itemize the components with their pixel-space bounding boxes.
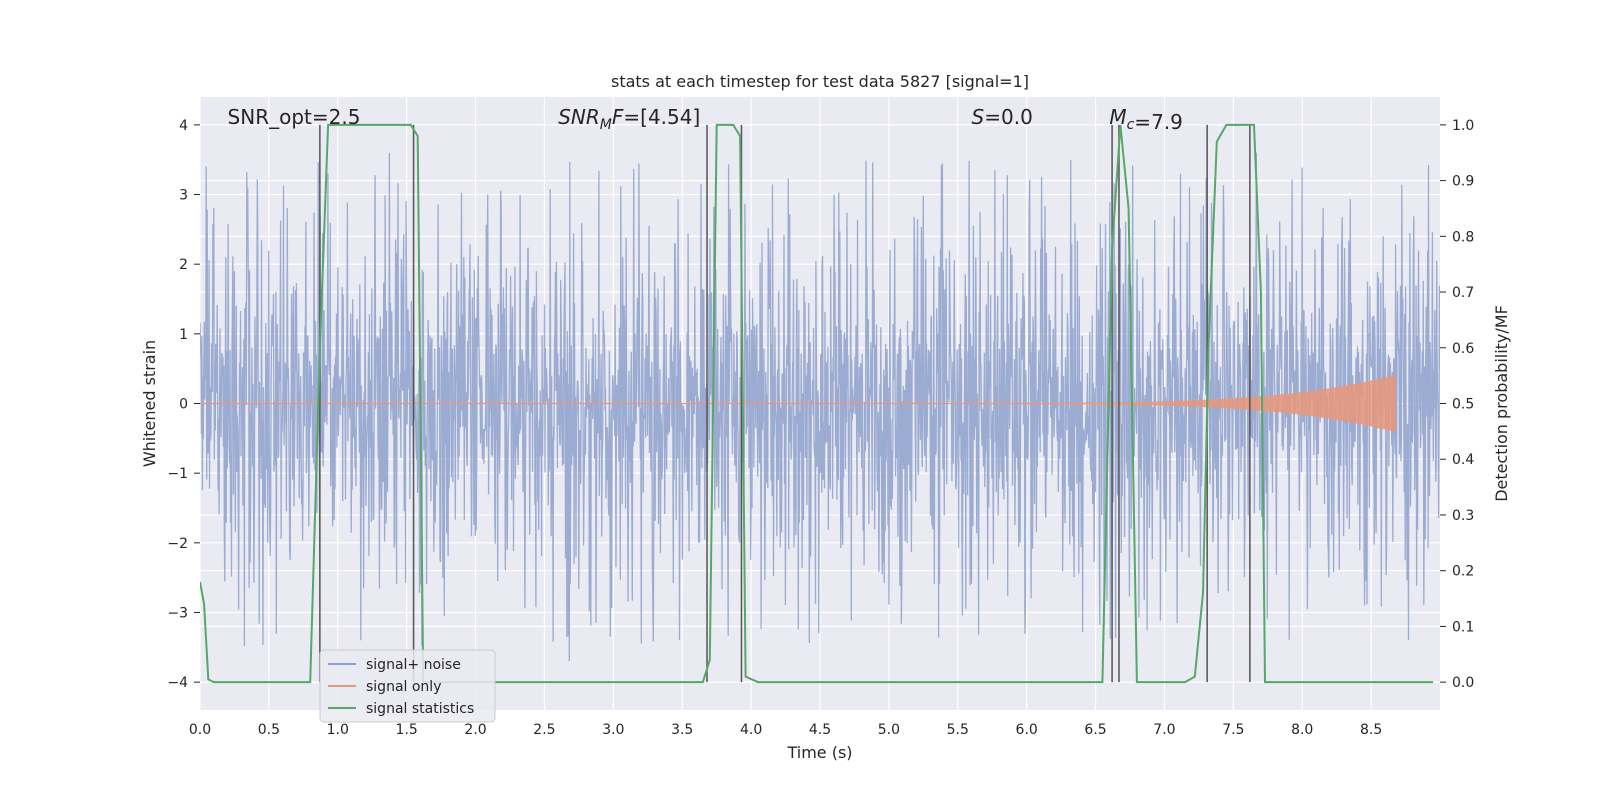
- y-tick-label: −4: [167, 675, 188, 691]
- series-signal-noise-line: [200, 152, 1440, 662]
- x-tick-label: 1.5: [396, 722, 418, 738]
- x-tick-label: 4.5: [809, 722, 831, 738]
- legend-label: signal only: [366, 679, 441, 695]
- annotation-equals: =: [623, 105, 640, 129]
- x-axis-label: Time (s): [786, 743, 852, 762]
- x-tick-label: 2.0: [464, 722, 486, 738]
- y2-tick-label: 0.7: [1452, 285, 1474, 301]
- legend-label: signal+ noise: [366, 657, 461, 673]
- legend-label: signal statistics: [366, 701, 474, 717]
- y2-tick-label: 1.0: [1452, 118, 1474, 134]
- annotation-text: S=0.0: [972, 105, 1033, 129]
- annotation-equals: =: [1134, 110, 1151, 134]
- annotation-value: 2.5: [329, 105, 361, 129]
- x-tick-label: 0.0: [189, 722, 211, 738]
- x-tick-label: 3.5: [671, 722, 693, 738]
- y2-tick-label: 0.3: [1452, 508, 1474, 524]
- y2-tick-label: 0.6: [1452, 341, 1474, 357]
- x-tick-label: 8.5: [1360, 722, 1382, 738]
- annotation-text: Mc=7.9: [1109, 105, 1183, 134]
- y2-axis-label: Detection probability/MF: [1492, 305, 1511, 502]
- y-tick-label: 4: [179, 118, 188, 134]
- y2-tick-label: 0.2: [1452, 564, 1474, 580]
- x-tick-label: 0.5: [258, 722, 280, 738]
- x-tick-label: 1.0: [327, 722, 349, 738]
- annotation-subscript: c: [1127, 117, 1135, 133]
- annotation-value: 0.0: [1001, 105, 1033, 129]
- annotation-prefix: M: [1109, 105, 1126, 129]
- y2-tick-label: 0.0: [1452, 675, 1474, 691]
- series-signal-statistics-line: [200, 123, 1434, 684]
- y-tick-label: −3: [167, 605, 188, 621]
- chart-title: stats at each timestep for test data 582…: [611, 72, 1029, 91]
- y2-tick-label: 0.5: [1452, 397, 1474, 413]
- y-tick-label: −2: [167, 536, 188, 552]
- x-tick-label: 2.5: [533, 722, 555, 738]
- legend-box: [319, 649, 496, 723]
- data-layer: [200, 123, 1440, 684]
- annotation-prefix: S: [972, 105, 985, 129]
- annotation-subscript: M: [600, 117, 612, 133]
- x-tick-label: 4.0: [740, 722, 762, 738]
- x-tick-label: 6.0: [1016, 722, 1038, 738]
- y2-tick-label: 0.1: [1452, 619, 1474, 635]
- annotation-suffix: =: [984, 105, 1001, 129]
- x-tick-label: 5.5: [947, 722, 969, 738]
- y2-tick-label: 0.4: [1452, 452, 1474, 468]
- x-tick-label: 6.5: [1084, 722, 1106, 738]
- annotation-prefix: SNR: [558, 105, 600, 129]
- legend: signal+ noise signal only signal statistic…: [319, 649, 496, 723]
- annotation-text: SNRMF=[4.54]: [558, 105, 700, 133]
- y-axis-label: Whitened strain: [140, 340, 159, 467]
- y-tick-label: −1: [167, 466, 188, 482]
- y-tick-label: 1: [179, 327, 188, 343]
- y-tick-label: 2: [179, 257, 188, 273]
- annotation-value: 7.9: [1151, 110, 1183, 134]
- x-tick-label: 7.5: [1222, 722, 1244, 738]
- y2-tick-label: 0.8: [1452, 229, 1474, 245]
- y-tick-label: 3: [179, 188, 188, 204]
- y-tick-label: 0: [179, 397, 188, 413]
- x-tick-label: 7.0: [1153, 722, 1175, 738]
- annotation-prefix: SNR_opt=: [228, 105, 329, 129]
- x-tick-label: 5.0: [878, 722, 900, 738]
- annotation-suffix: F: [612, 105, 624, 129]
- y2-tick-label: 0.9: [1452, 174, 1474, 190]
- x-tick-label: 3.0: [602, 722, 624, 738]
- series-signal-only-band: [957, 374, 1396, 433]
- x-tick-label: 8.0: [1291, 722, 1313, 738]
- annotation-value: [4.54]: [640, 105, 700, 129]
- annotation-text: SNR_opt=2.5: [228, 105, 361, 129]
